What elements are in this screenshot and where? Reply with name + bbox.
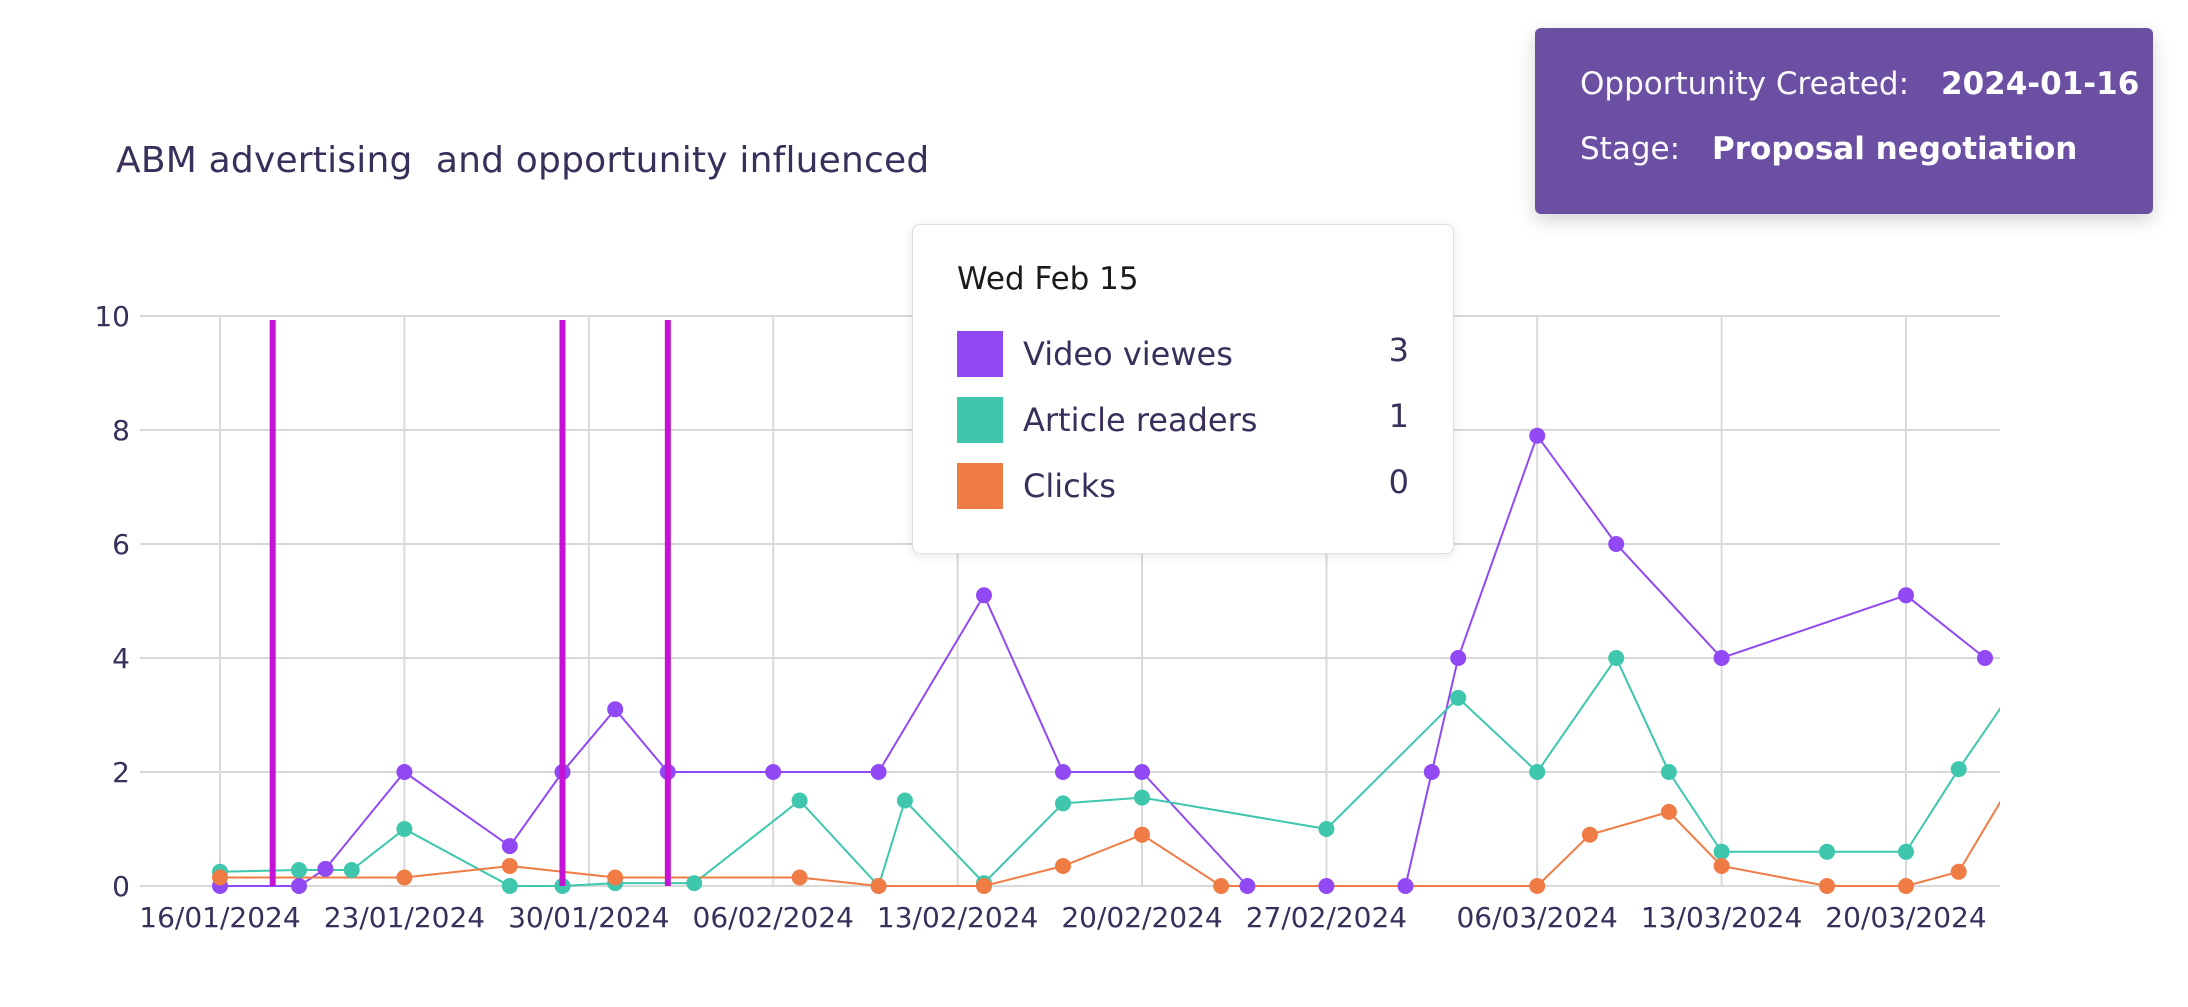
data-point-video-viewes[interactable]	[1450, 650, 1467, 666]
data-point-article-readers[interactable]	[1819, 843, 1835, 860]
tooltip-value: 3	[1388, 331, 1409, 369]
tooltip-date: Wed Feb 15	[957, 261, 1139, 297]
data-point-video-viewes[interactable]	[396, 764, 413, 780]
data-point-clicks[interactable]	[1713, 858, 1730, 874]
data-point-video-viewes[interactable]	[1898, 587, 1914, 604]
series-group	[212, 427, 2019, 894]
y-tick-label: 6	[112, 528, 130, 561]
chart-tooltip: Wed Feb 15 Video viewes 3 Article reader…	[912, 224, 1454, 554]
data-point-article-readers[interactable]	[1055, 795, 1071, 812]
data-point-article-readers[interactable]	[686, 875, 703, 892]
data-point-clicks[interactable]	[1134, 826, 1150, 843]
data-point-article-readers[interactable]	[1660, 764, 1677, 780]
data-point-video-viewes[interactable]	[976, 587, 992, 604]
y-tick-label: 2	[112, 756, 130, 789]
data-point-article-readers[interactable]	[501, 878, 518, 894]
tooltip-value: 0	[1388, 463, 1409, 501]
series-line-article-readers	[219, 655, 2000, 888]
x-tick-label: 06/02/2024	[693, 901, 854, 934]
data-point-clicks[interactable]	[1529, 878, 1546, 894]
data-point-video-viewes[interactable]	[1055, 764, 1071, 780]
clicks-swatch	[957, 463, 1003, 509]
data-point-video-viewes[interactable]	[870, 764, 887, 780]
opportunity-created-value: 2024-01-16	[1941, 66, 2140, 102]
tooltip-label: Clicks	[1023, 467, 1116, 505]
y-tick-label: 8	[112, 414, 130, 447]
tooltip-label: Article readers	[1023, 401, 1258, 439]
stage-label: Stage:	[1580, 131, 1681, 167]
data-point-article-readers[interactable]	[1134, 789, 1150, 806]
data-point-article-readers[interactable]	[396, 821, 413, 837]
data-point-clicks[interactable]	[501, 858, 518, 874]
data-point-video-viewes[interactable]	[1977, 650, 1993, 666]
data-point-clicks[interactable]	[870, 878, 887, 894]
stage-value: Proposal negotiation	[1712, 131, 2078, 167]
data-point-article-readers[interactable]	[1713, 843, 1730, 860]
opportunity-created-row: Opportunity Created: 2024-01-16	[1580, 66, 2139, 102]
y-tick-label: 4	[112, 642, 130, 675]
y-tick-label: 10	[94, 300, 130, 333]
data-point-clicks[interactable]	[976, 878, 992, 894]
data-point-clicks[interactable]	[212, 869, 228, 886]
data-point-article-readers[interactable]	[1950, 761, 1967, 778]
tooltip-label: Video viewes	[1023, 335, 1233, 373]
data-point-clicks[interactable]	[2003, 775, 2019, 791]
x-tick-label: 20/03/2024	[1825, 901, 1986, 934]
data-point-video-viewes[interactable]	[291, 878, 307, 894]
data-point-article-readers[interactable]	[1318, 821, 1335, 837]
tooltip-row-clicks: Clicks 0	[957, 463, 1409, 511]
data-point-video-viewes[interactable]	[317, 860, 334, 877]
data-point-video-viewes[interactable]	[765, 764, 782, 780]
x-tick-label: 20/02/2024	[1061, 901, 1222, 934]
data-point-clicks[interactable]	[1950, 863, 1967, 880]
data-point-article-readers[interactable]	[1450, 689, 1467, 706]
video-viewes-swatch	[957, 331, 1003, 377]
tooltip-row-video-viewes: Video viewes 3	[957, 331, 1409, 379]
data-point-video-viewes[interactable]	[1397, 878, 1414, 894]
opportunity-stage-row: Stage: Proposal negotiation	[1580, 131, 2077, 167]
data-point-article-readers[interactable]	[1608, 650, 1625, 666]
data-point-video-viewes[interactable]	[1318, 878, 1335, 894]
x-tick-label: 13/02/2024	[877, 901, 1038, 934]
x-tick-label: 16/01/2024	[139, 901, 300, 934]
data-point-clicks[interactable]	[1581, 826, 1598, 843]
data-point-clicks[interactable]	[1660, 803, 1677, 820]
series-line-clicks	[220, 800, 2000, 887]
data-point-article-readers[interactable]	[343, 862, 360, 878]
x-tick-label: 06/03/2024	[1456, 901, 1617, 934]
data-point-clicks[interactable]	[791, 869, 808, 886]
x-tick-label: 30/01/2024	[508, 901, 669, 934]
x-tick-label: 27/02/2024	[1246, 901, 1407, 934]
data-point-video-viewes[interactable]	[1239, 878, 1256, 894]
data-point-article-readers[interactable]	[1529, 764, 1546, 780]
data-point-video-viewes[interactable]	[1134, 764, 1150, 780]
data-point-video-viewes[interactable]	[1608, 536, 1625, 552]
data-point-video-viewes[interactable]	[501, 838, 518, 855]
chart-title: ABM advertising and opportunity influenc…	[116, 140, 930, 181]
x-tick-label: 13/03/2024	[1641, 901, 1802, 934]
data-point-article-readers[interactable]	[791, 792, 808, 809]
x-tick-label: 23/01/2024	[324, 901, 485, 934]
data-point-article-readers[interactable]	[896, 792, 913, 809]
y-tick-label: 0	[112, 870, 130, 903]
data-point-video-viewes[interactable]	[1423, 764, 1440, 780]
data-point-clicks[interactable]	[1898, 878, 1914, 894]
data-point-article-readers[interactable]	[2003, 684, 2019, 700]
data-point-article-readers[interactable]	[291, 862, 307, 878]
data-point-clicks[interactable]	[396, 869, 413, 886]
data-point-clicks[interactable]	[607, 869, 624, 886]
article-readers-swatch	[957, 397, 1003, 443]
data-point-video-viewes[interactable]	[1529, 427, 1546, 444]
data-point-video-viewes[interactable]	[1713, 650, 1730, 666]
tooltip-row-article-readers: Article readers 1	[957, 397, 1409, 445]
data-point-clicks[interactable]	[1819, 878, 1835, 894]
data-point-clicks[interactable]	[1055, 858, 1071, 874]
opportunity-card: Opportunity Created: 2024-01-16 Stage: Pro…	[1535, 28, 2153, 214]
data-point-article-readers[interactable]	[1898, 843, 1914, 860]
data-point-video-viewes[interactable]	[607, 701, 624, 718]
data-point-clicks[interactable]	[1213, 878, 1230, 894]
tooltip-value: 1	[1388, 397, 1409, 435]
opportunity-created-label: Opportunity Created:	[1580, 66, 1910, 102]
